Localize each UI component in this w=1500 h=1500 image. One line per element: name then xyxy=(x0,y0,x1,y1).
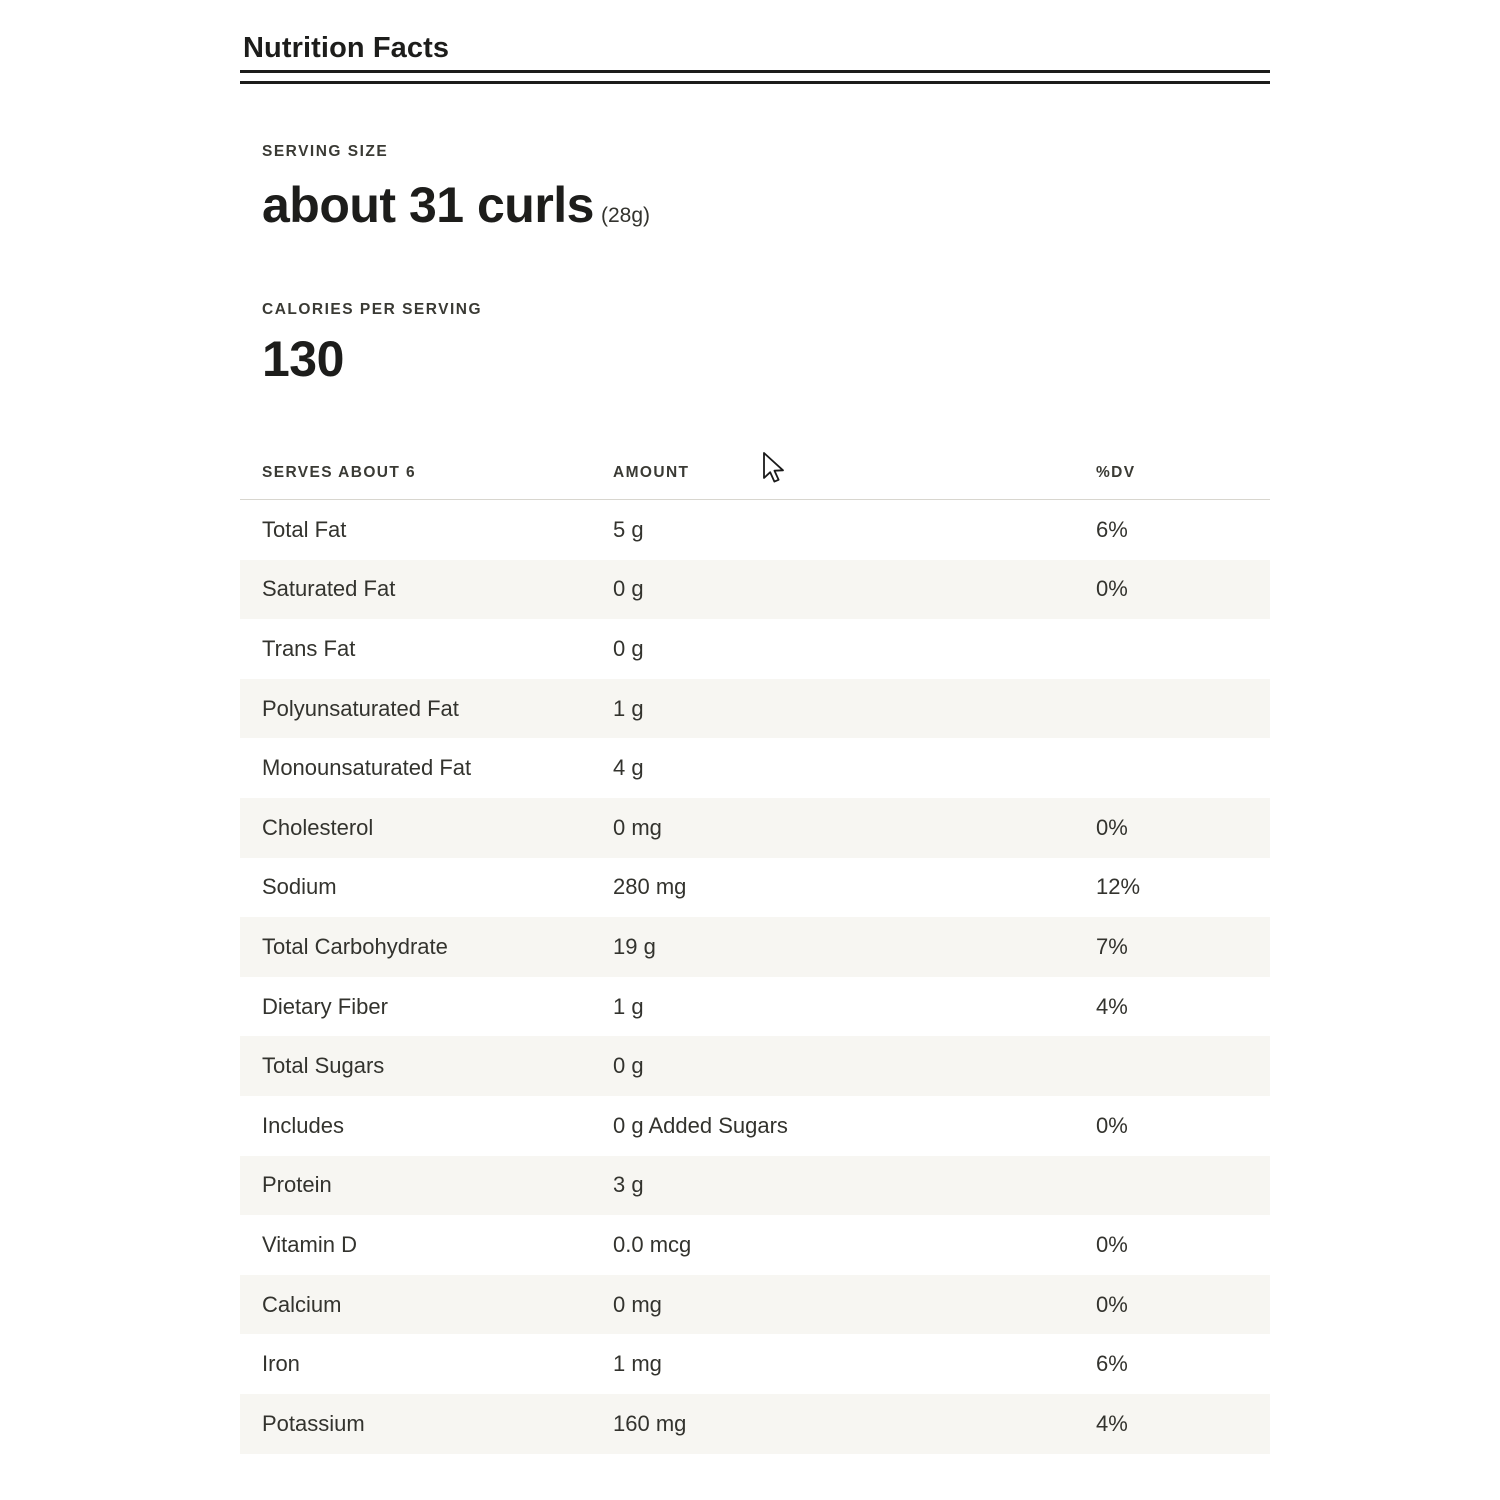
nutrient-amount: 0 mg xyxy=(613,1291,662,1317)
nutrient-label: Dietary Fiber xyxy=(262,993,388,1019)
nutrient-label: Total Carbohydrate xyxy=(262,933,448,959)
nutrient-daily-value: 4% xyxy=(1096,1410,1128,1436)
nutrient-amount: 3 g xyxy=(613,1172,644,1198)
nutrient-amount: 0.0 mcg xyxy=(613,1231,692,1257)
table-row: Includes 0 g Added Sugars 0% xyxy=(240,1096,1270,1156)
nutrient-label: Trans Fat xyxy=(262,635,356,661)
nutrient-amount: 0 g Added Sugars xyxy=(613,1112,788,1138)
table-row: Vitamin D 0.0 mcg 0% xyxy=(240,1215,1270,1275)
nutrient-amount: 0 g xyxy=(613,635,644,661)
nutrient-amount: 0 g xyxy=(613,576,644,602)
table-body: Total Fat 5 g 6% Saturated Fat 0 g 0% Trans Fa… xyxy=(240,500,1270,1454)
nutrient-amount: 4 g xyxy=(613,755,644,781)
nutrient-daily-value: 6% xyxy=(1096,1351,1128,1377)
nutrient-amount: 1 g xyxy=(613,993,644,1019)
table-row: Saturated Fat 0 g 0% xyxy=(240,559,1270,620)
column-header-dv: %DV xyxy=(1096,464,1136,481)
nutrient-label: Potassium xyxy=(262,1410,365,1436)
table-row: Total Carbohydrate 19 g 7% xyxy=(240,917,1270,977)
nutrition-table: SERVES ABOUT 6 AMOUNT %DV Total Fat 5 g 6%… xyxy=(240,452,1270,1454)
table-row: Potassium 160 mg 4% xyxy=(240,1393,1270,1454)
nutrient-amount: 160 mg xyxy=(613,1410,687,1436)
column-header-serves: SERVES ABOUT 6 xyxy=(262,464,416,481)
nutrient-label: Vitamin D xyxy=(262,1231,357,1257)
nutrient-daily-value: 0% xyxy=(1096,576,1128,602)
nutrient-label: Cholesterol xyxy=(262,814,374,840)
calories-label: CALORIES PER SERVING xyxy=(262,301,483,318)
nutrient-label: Sodium xyxy=(262,874,337,900)
nutrient-label: Protein xyxy=(262,1172,332,1198)
nutrient-label: Monounsaturated Fat xyxy=(262,755,472,781)
nutrient-label: Polyunsaturated Fat xyxy=(262,695,459,721)
nutrient-daily-value: 12% xyxy=(1096,874,1141,900)
serving-size-label: SERVING SIZE xyxy=(262,143,389,160)
nutrient-amount: 19 g xyxy=(613,933,656,959)
serving-size-block: SERVING SIZE about 31 curls (28g) xyxy=(262,143,1272,230)
column-header-amount: AMOUNT xyxy=(613,464,690,481)
nutrient-amount: 1 mg xyxy=(613,1351,662,1377)
table-header-row: SERVES ABOUT 6 AMOUNT %DV xyxy=(240,452,1270,500)
nutrient-daily-value: 0% xyxy=(1096,1231,1128,1257)
serving-size-value-row: about 31 curls (28g) xyxy=(262,180,1272,230)
nutrient-label: Total Fat xyxy=(262,516,347,542)
nutrient-amount: 5 g xyxy=(613,516,644,542)
serving-size-value: about 31 curls xyxy=(262,176,595,233)
rule-top xyxy=(240,70,1270,73)
nutrient-amount: 280 mg xyxy=(613,874,687,900)
nutrient-label: Calcium xyxy=(262,1291,342,1317)
calories-value: 130 xyxy=(262,330,344,387)
rule-bottom xyxy=(240,81,1270,84)
table-row: Calcium 0 mg 0% xyxy=(240,1274,1270,1335)
table-row: Dietary Fiber 1 g 4% xyxy=(240,977,1270,1037)
table-row: Cholesterol 0 mg 0% xyxy=(240,797,1270,858)
nutrient-daily-value: 7% xyxy=(1096,933,1128,959)
table-row: Protein 3 g xyxy=(240,1155,1270,1216)
nutrient-amount: 1 g xyxy=(613,695,644,721)
table-row: Monounsaturated Fat 4 g xyxy=(240,738,1270,798)
nutrient-daily-value: 0% xyxy=(1096,1291,1128,1317)
nutrient-daily-value: 0% xyxy=(1096,1112,1128,1138)
nutrient-amount: 0 g xyxy=(613,1053,644,1079)
nutrient-amount: 0 mg xyxy=(613,814,662,840)
title-double-rule xyxy=(240,70,1270,90)
nutrient-daily-value: 6% xyxy=(1096,516,1128,542)
nutrient-label: Total Sugars xyxy=(262,1053,385,1079)
table-row: Trans Fat 0 g xyxy=(240,619,1270,679)
table-row: Total Sugars 0 g xyxy=(240,1036,1270,1096)
table-row: Iron 1 mg 6% xyxy=(240,1334,1270,1394)
serving-size-weight: (28g) xyxy=(601,203,651,227)
table-row: Polyunsaturated Fat 1 g xyxy=(240,678,1270,739)
nutrient-label: Saturated Fat xyxy=(262,576,396,602)
nutrient-label: Includes xyxy=(262,1112,344,1138)
nutrient-label: Iron xyxy=(262,1351,300,1377)
calories-block: CALORIES PER SERVING 130 xyxy=(262,301,1272,384)
page-title: Nutrition Facts xyxy=(243,32,450,64)
nutrient-daily-value: 0% xyxy=(1096,814,1128,840)
table-row: Sodium 280 mg 12% xyxy=(240,858,1270,918)
nutrient-daily-value: 4% xyxy=(1096,993,1128,1019)
table-row: Total Fat 5 g 6% xyxy=(240,500,1270,560)
